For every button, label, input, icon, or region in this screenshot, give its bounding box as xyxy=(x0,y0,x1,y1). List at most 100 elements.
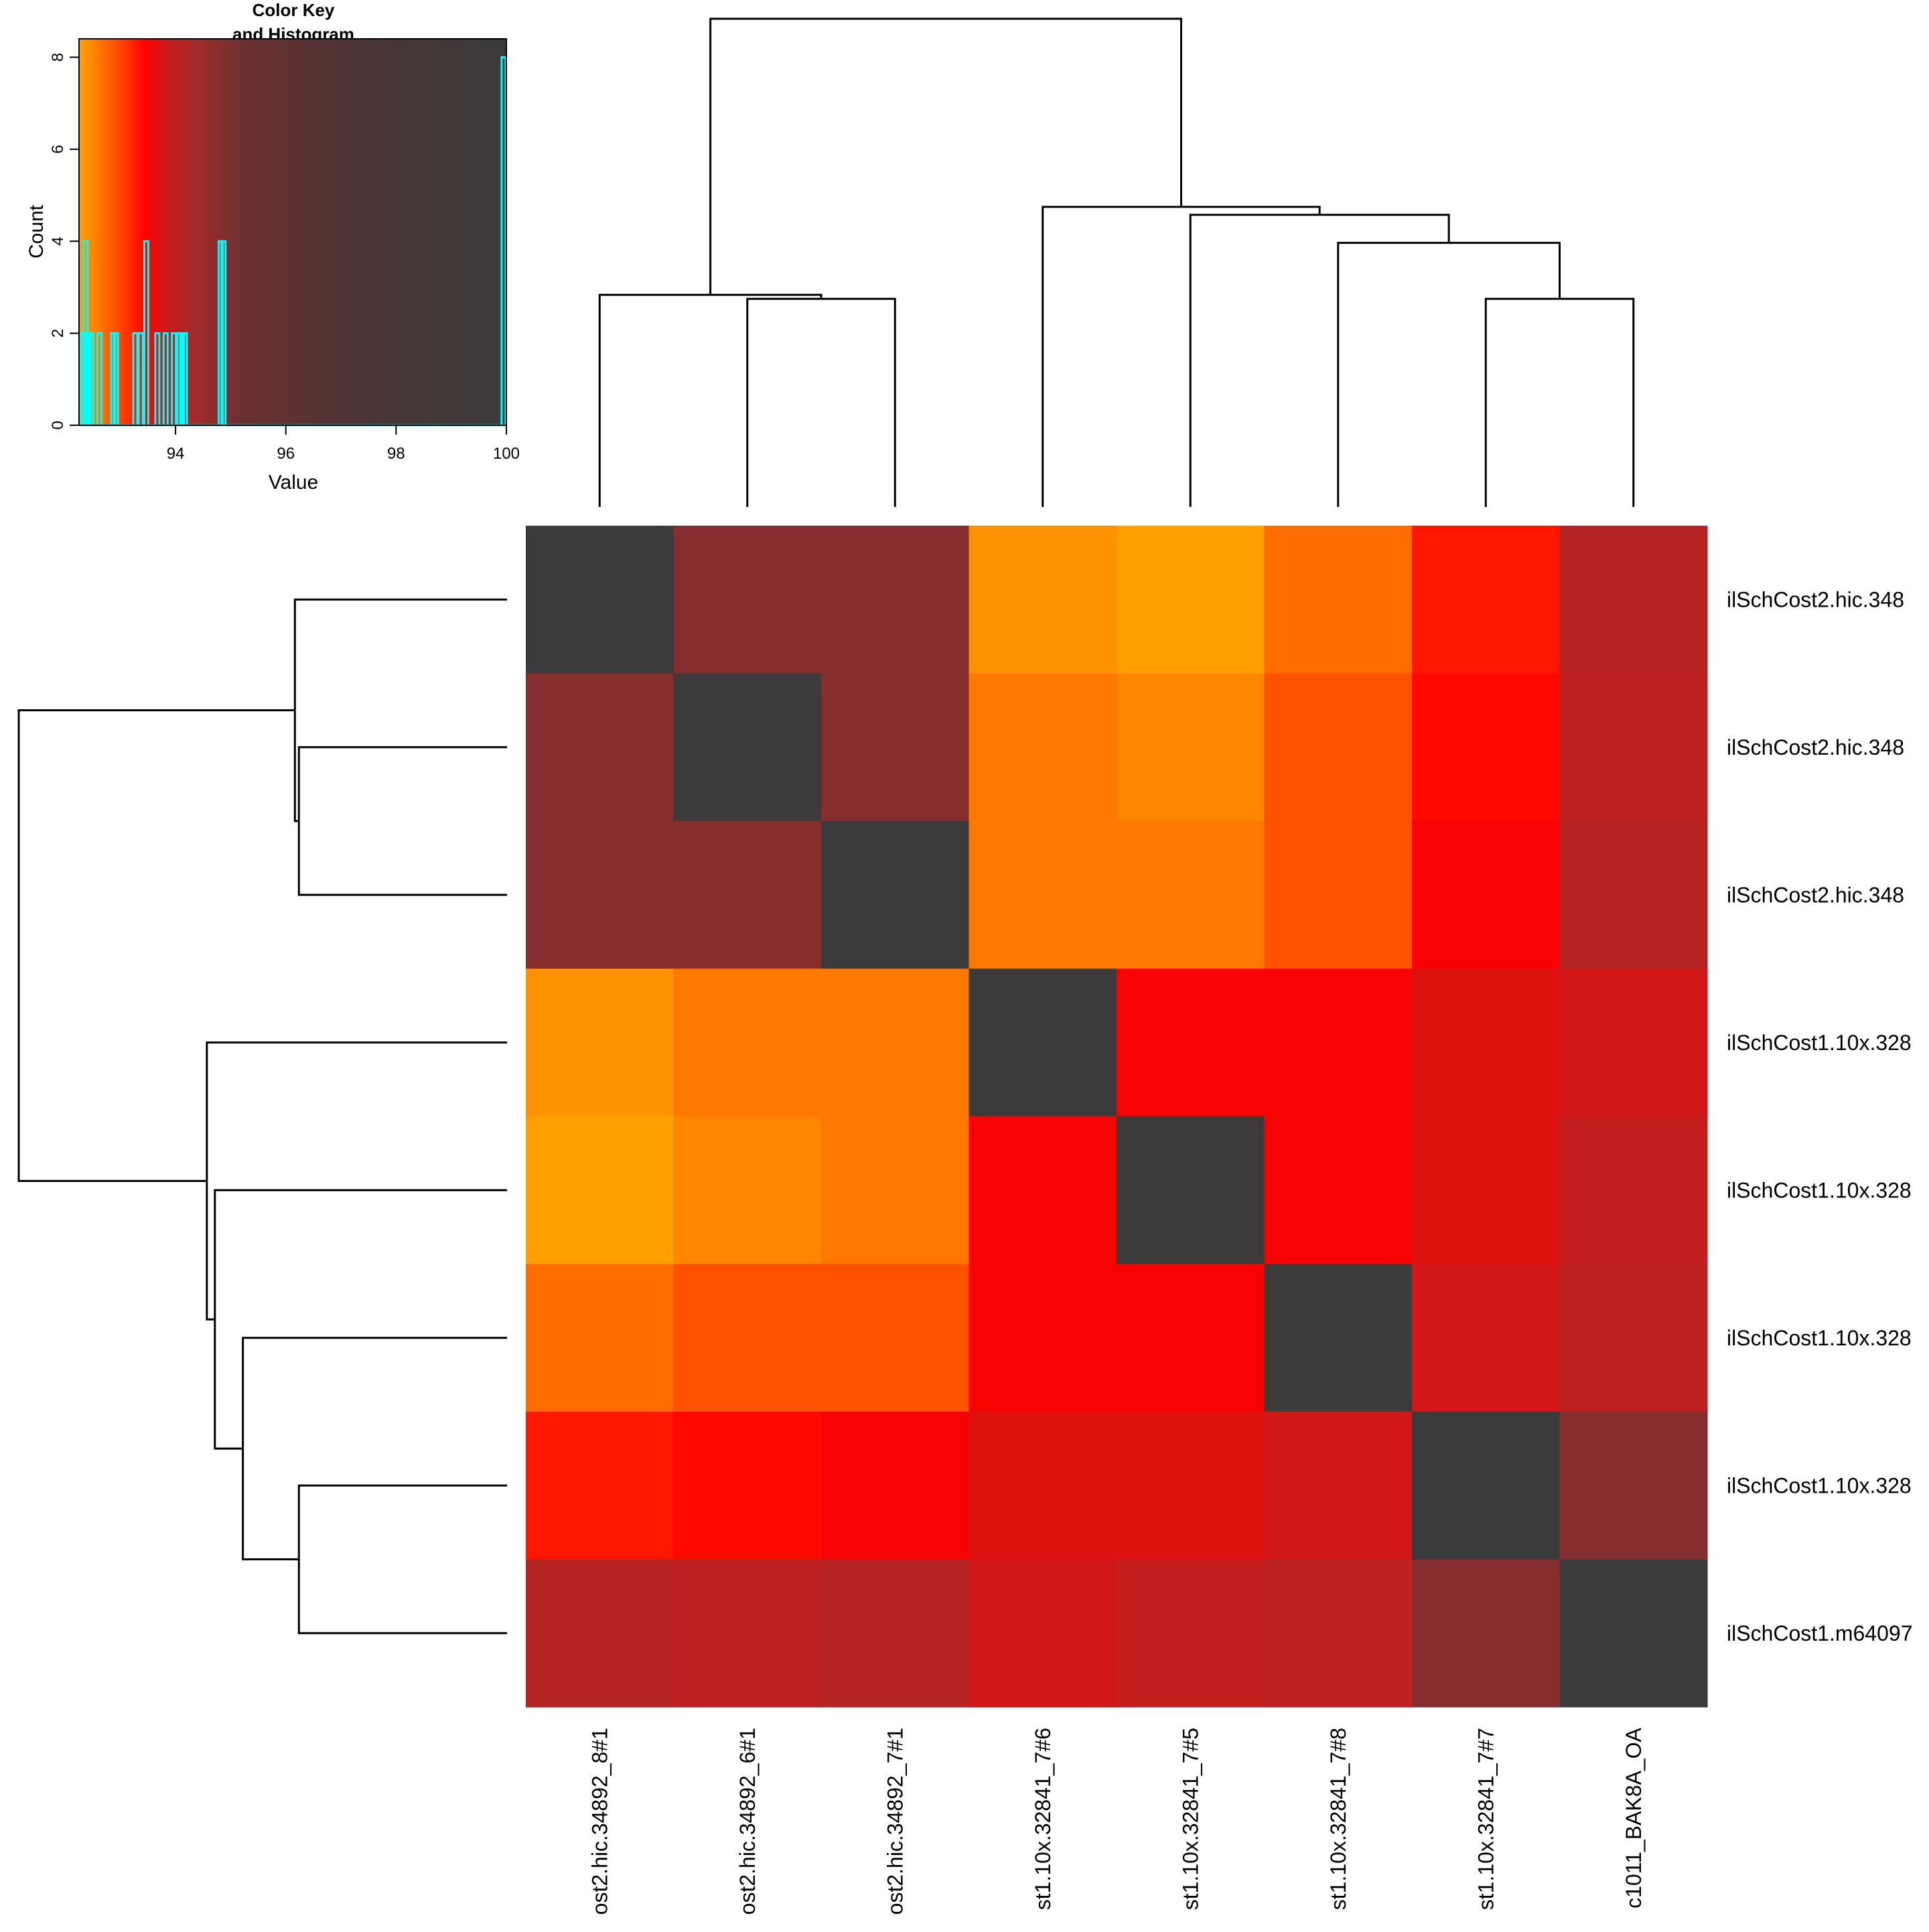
heatmap-cell xyxy=(1117,968,1265,1117)
row-dendrogram-branch xyxy=(17,709,295,1182)
heatmap-cell xyxy=(969,526,1117,674)
color-key-xlabel: Value xyxy=(269,471,319,494)
row-dendrogram-branch xyxy=(297,1484,507,1635)
heatmap-cell xyxy=(1264,1264,1413,1412)
column-label: st1.10x.32841_7#6 xyxy=(1031,1728,1055,1910)
histogram-bar xyxy=(88,332,94,425)
heatmap-cell xyxy=(526,1264,674,1412)
row-dendrogram-branch xyxy=(293,598,507,822)
heatmap-cell xyxy=(1559,1116,1708,1265)
y-tick-label: 4 xyxy=(49,237,67,246)
histogram-bar xyxy=(171,332,177,425)
heatmap-cell xyxy=(1412,1116,1561,1265)
heatmap-cell xyxy=(1412,526,1561,674)
row-label: ilSchCost1.10x.328 xyxy=(1727,1178,1912,1202)
heatmap-cell xyxy=(1412,1559,1561,1708)
x-tick-label: 94 xyxy=(167,445,185,463)
heatmap-cell xyxy=(821,1559,970,1708)
heatmap-cell xyxy=(1264,1559,1413,1708)
heatmap-cell xyxy=(673,968,822,1117)
row-label: ilSchCost2.hic.348 xyxy=(1727,735,1904,759)
heatmap-cell xyxy=(821,673,970,822)
column-label: ost2.hic.34892_7#1 xyxy=(883,1728,907,1915)
column-dendrogram-branch xyxy=(709,17,1182,295)
row-label: ilSchCost1.m64097 xyxy=(1727,1621,1912,1645)
heatmap-cell xyxy=(969,673,1117,822)
color-key-y-axis: 0 2 4 6 8 xyxy=(49,53,79,430)
y-tick-label: 2 xyxy=(49,329,67,338)
column-dendrogram-branch xyxy=(1042,206,1321,507)
heatmap-cell xyxy=(1264,821,1413,970)
histogram-bar xyxy=(154,332,161,425)
heatmap-cell xyxy=(1117,673,1265,822)
histogram-bar xyxy=(162,332,169,425)
heatmap-cell xyxy=(821,821,970,970)
y-tick-label: 8 xyxy=(49,53,67,62)
heatmap-cell xyxy=(1117,821,1265,970)
column-label: st1.10x.32841_7#5 xyxy=(1178,1728,1202,1910)
histogram-bar xyxy=(220,240,227,425)
heatmap-cell xyxy=(1117,1264,1265,1412)
color-key-gradient xyxy=(79,39,506,425)
column-label: c1011_BAK8A_OA xyxy=(1622,1727,1646,1908)
heatmap-cell xyxy=(526,968,674,1117)
x-tick-label: 96 xyxy=(277,445,295,463)
heatmap-cells xyxy=(526,526,1708,1708)
color-key-title-line1: Color Key xyxy=(253,0,335,20)
heatmap-cell xyxy=(526,1116,674,1265)
heatmap-cell xyxy=(821,1116,970,1265)
column-dendrogram-branch xyxy=(598,293,823,507)
heatmap-cell xyxy=(526,1412,674,1560)
heatmap-cell xyxy=(1117,1559,1265,1708)
heatmap-cell xyxy=(1412,1412,1561,1560)
histogram-bar xyxy=(137,332,144,425)
heatmap-cell xyxy=(1559,673,1708,822)
row-label: ilSchCost2.hic.348 xyxy=(1727,883,1904,907)
heatmap-cell xyxy=(1559,1559,1708,1708)
row-label: ilSchCost1.10x.328 xyxy=(1727,1326,1912,1350)
heatmap-cell xyxy=(673,1116,822,1265)
column-labels: ost2.hic.34892_8#1 ost2.hic.34892_6#1 ost2… xyxy=(587,1727,1646,1915)
heatmap-cell xyxy=(673,673,822,822)
row-labels: ilSchCost2.hic.348 ilSchCost2.hic.348 ilSc… xyxy=(1727,587,1912,1645)
heatmap-cell xyxy=(1264,1412,1413,1560)
column-label: st1.10x.32841_7#7 xyxy=(1474,1728,1498,1910)
heatmap-cell xyxy=(1264,673,1413,822)
histogram-bar xyxy=(113,332,119,425)
column-label: st1.10x.32841_7#8 xyxy=(1326,1728,1350,1910)
heatmap-cell xyxy=(1559,526,1708,674)
column-dendrogram-branch xyxy=(1337,242,1561,507)
histogram-bar xyxy=(143,240,149,425)
heatmap-cell xyxy=(526,673,674,822)
heatmap-cell xyxy=(1559,1264,1708,1412)
heatmap-cell xyxy=(1412,673,1561,822)
heatmap-cell xyxy=(969,1264,1117,1412)
heatmap-cell xyxy=(1559,1412,1708,1560)
heatmap-cell xyxy=(969,1116,1117,1265)
x-tick-label: 98 xyxy=(387,445,405,463)
column-dendrogram-branch xyxy=(746,297,896,507)
heatmap-cell xyxy=(673,526,822,674)
row-dendrogram-branch xyxy=(242,1337,507,1560)
y-tick-label: 0 xyxy=(49,421,67,429)
heatmap-cell xyxy=(526,526,674,674)
heatmap-cell xyxy=(1117,1412,1265,1560)
heatmap-cell xyxy=(969,1412,1117,1560)
heatmap-cell xyxy=(821,968,970,1117)
heatmap-cell xyxy=(1264,968,1413,1117)
heatmap-cell xyxy=(673,1412,822,1560)
heatmap-cell xyxy=(1559,821,1708,970)
column-dendrogram-branch xyxy=(1484,297,1635,507)
heatmap-cell xyxy=(1264,1116,1413,1265)
heatmap-cell xyxy=(1559,968,1708,1117)
heatmap-cell xyxy=(1117,526,1265,674)
column-label: ost2.hic.34892_6#1 xyxy=(735,1728,760,1915)
x-tick-label: 100 xyxy=(493,445,520,463)
heatmap-cell xyxy=(969,968,1117,1117)
heatmap-cell xyxy=(1412,968,1561,1117)
color-key-histogram xyxy=(79,56,507,427)
heatmap-cell xyxy=(969,1559,1117,1708)
histogram-bar xyxy=(500,56,507,425)
heatmap-cell xyxy=(1412,1264,1561,1412)
